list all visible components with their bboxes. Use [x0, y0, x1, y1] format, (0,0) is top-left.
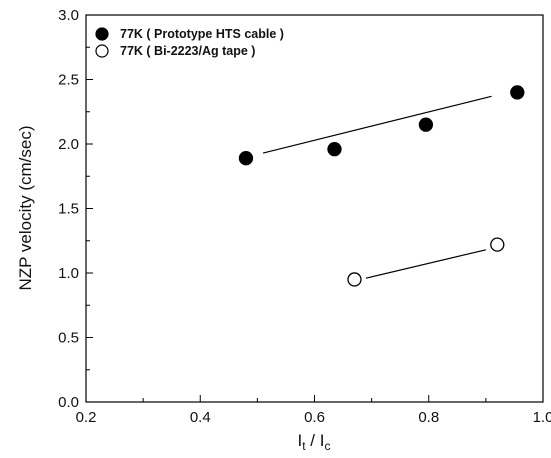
legend-marker-bi2223-ag-tape [95, 44, 109, 58]
x-tick-label: 0.2 [76, 409, 97, 426]
legend-label-bi2223-ag-tape: 77K ( Bi-2223/Ag tape ) [120, 44, 255, 58]
y-tick-label: 1.0 [58, 265, 79, 282]
point-prototype-hts-cable-2 [418, 117, 434, 132]
point-prototype-hts-cable-0 [238, 151, 254, 166]
x-tick-label: 0.6 [304, 409, 325, 426]
x-axis-title-main2: I [320, 431, 325, 450]
data-points [238, 85, 525, 287]
legend-label-prototype-hts-cable: 77K ( Prototype HTS cable ) [120, 27, 284, 41]
legend-marker-prototype-hts-cable [95, 27, 109, 41]
y-tick-label: 0.0 [58, 394, 79, 411]
point-bi2223-ag-tape-0 [347, 272, 362, 287]
point-prototype-hts-cable-3 [510, 85, 525, 100]
x-tick-labels: 0.2 0.4 0.6 0.8 1.0 [76, 409, 551, 426]
axis-ticks [85, 14, 544, 403]
fit-line-series-0 [262, 95, 492, 154]
x-axis-title-sub1: t [302, 439, 306, 453]
x-axis-title-main1: I [298, 431, 303, 450]
x-axis-title: It / Ic [298, 431, 331, 453]
legend: 77K ( Prototype HTS cable ) 77K ( Bi-222… [95, 27, 284, 58]
plot-area-frame [85, 14, 544, 403]
x-tick-label: 1.0 [533, 409, 551, 426]
y-tick-label: 3.0 [58, 7, 79, 24]
y-axis-title: NZP velocity (cm/sec) [16, 126, 35, 291]
fit-line-series-1 [365, 249, 487, 279]
y-tick-label: 2.5 [58, 72, 79, 89]
x-axis-title-sep: / [306, 431, 320, 450]
x-tick-label: 0.4 [190, 409, 211, 426]
point-prototype-hts-cable-1 [327, 142, 342, 157]
x-axis-title-sub2: c [324, 439, 330, 453]
y-tick-label: 0.5 [58, 330, 79, 347]
y-tick-labels: 0.0 0.5 1.0 1.5 2.0 2.5 3.0 [58, 7, 79, 411]
fit-lines [262, 95, 492, 279]
point-bi2223-ag-tape-1 [490, 237, 505, 252]
x-tick-label: 0.8 [418, 409, 439, 426]
y-tick-label: 1.5 [58, 201, 79, 218]
y-tick-label: 2.0 [58, 136, 79, 153]
